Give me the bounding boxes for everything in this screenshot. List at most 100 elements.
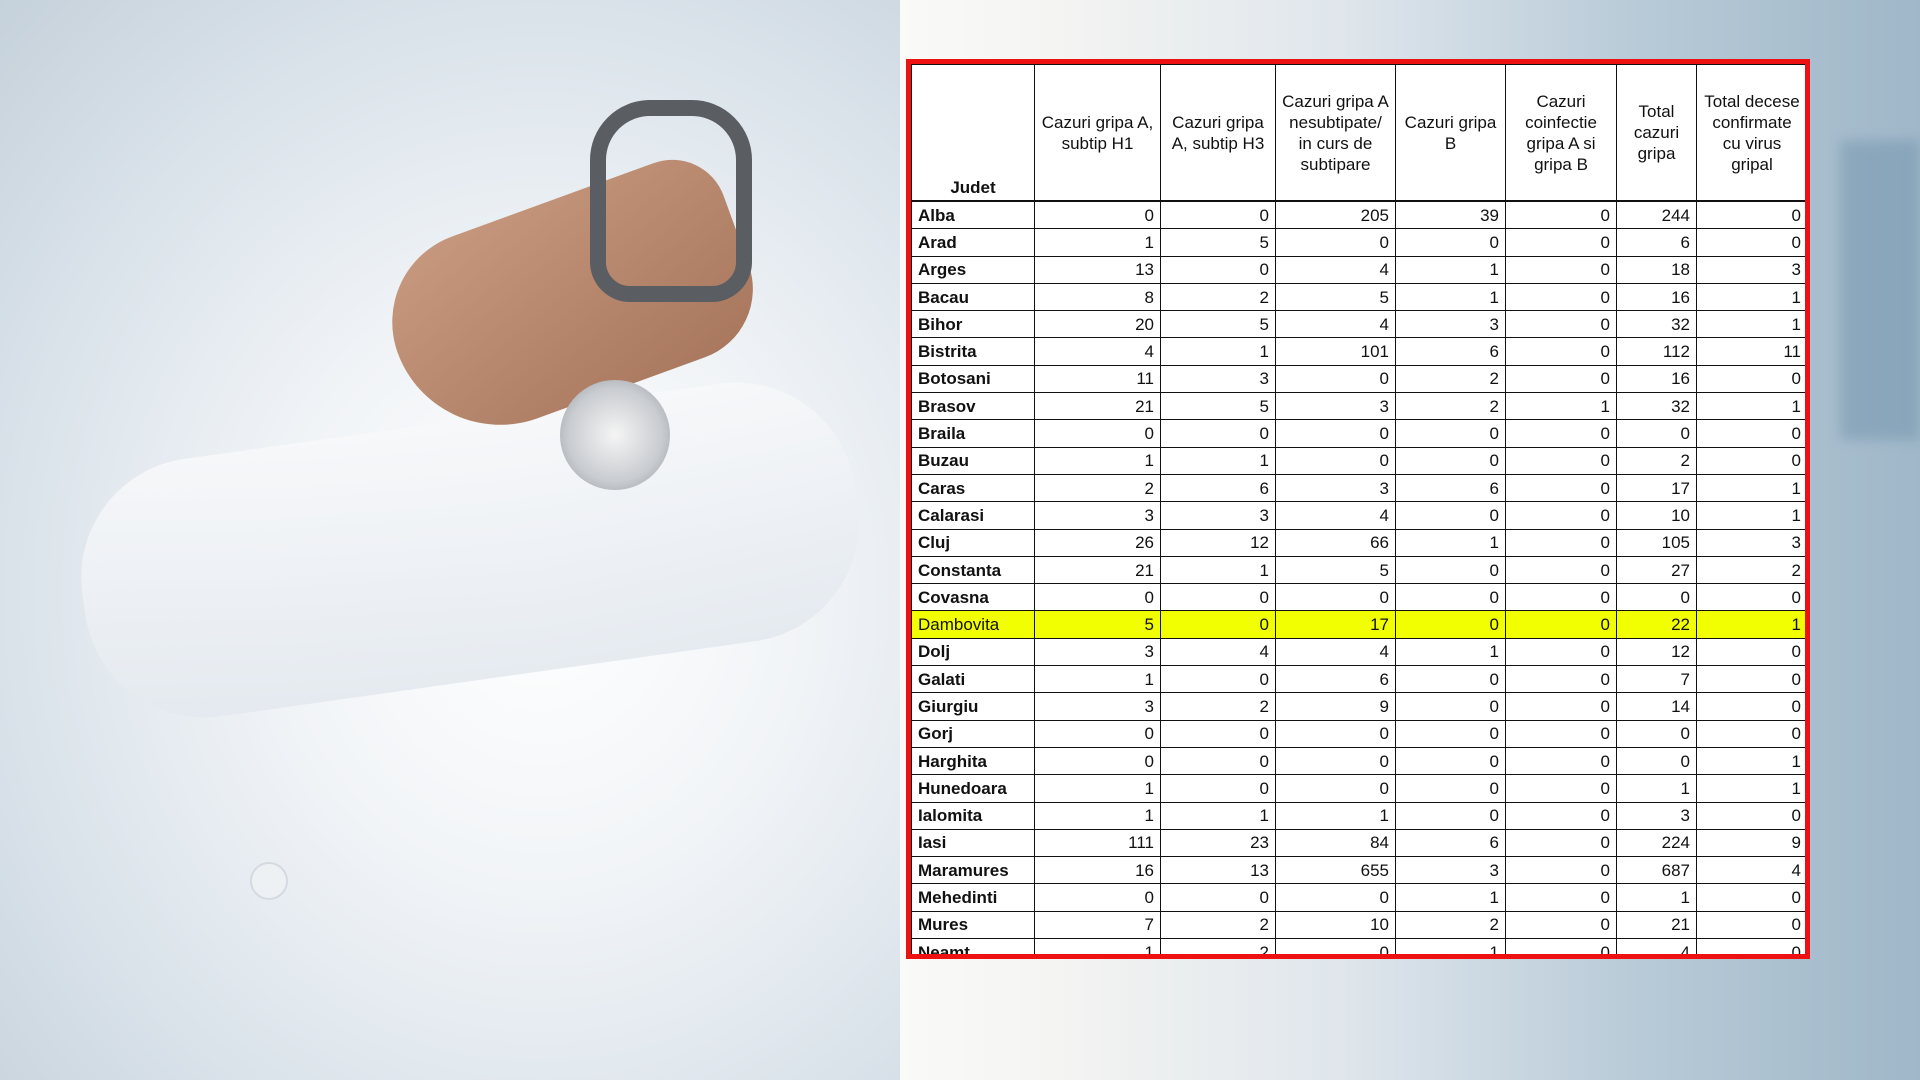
value-cell: 2 (1160, 910, 1276, 940)
value-cell: 1 (1395, 938, 1506, 954)
table-row: Botosani 11 3 0 2 0 16 0 (911, 364, 1805, 394)
value-cell: 0 (1696, 910, 1805, 940)
value-cell: 1 (1696, 501, 1805, 530)
county-name-cell: Bacau (911, 282, 1035, 312)
value-cell: 0 (1696, 419, 1805, 448)
county-name-cell: Gorj (911, 719, 1035, 748)
value-cell: 0 (1616, 719, 1697, 748)
county-name-cell: Bistrita (911, 337, 1035, 366)
value-cell: 0 (1505, 473, 1617, 503)
table-row: Bistrita 4 1 101 6 0 112 11 (911, 337, 1805, 366)
value-cell: 1 (1696, 282, 1805, 312)
value-cell: 0 (1505, 774, 1617, 803)
value-cell: 0 (1034, 719, 1161, 748)
value-cell: 0 (1696, 801, 1805, 830)
county-name-cell: Maramures (911, 856, 1035, 885)
table-row: Giurgiu 3 2 9 0 0 14 0 (911, 692, 1805, 721)
value-cell: 6 (1616, 228, 1697, 257)
value-cell: 12 (1160, 528, 1276, 557)
value-cell: 0 (1505, 501, 1617, 530)
value-cell: 3 (1696, 255, 1805, 284)
value-cell: 26 (1034, 528, 1161, 557)
stethoscope-icon (590, 100, 752, 302)
value-cell: 1 (1160, 801, 1276, 830)
value-cell: 0 (1696, 719, 1805, 748)
county-name-cell: Giurgiu (911, 692, 1035, 721)
county-name-cell: Mures (911, 910, 1035, 940)
value-cell: 1 (1696, 774, 1805, 803)
value-cell: 0 (1034, 200, 1161, 230)
county-name-cell: Neamt (911, 938, 1035, 954)
value-cell: 1 (1034, 774, 1161, 803)
value-cell: 0 (1395, 610, 1506, 639)
value-cell: 7 (1034, 910, 1161, 940)
value-cell: 39 (1395, 200, 1506, 230)
value-cell: 0 (1395, 719, 1506, 748)
value-cell: 32 (1616, 392, 1697, 421)
table-row: Brasov 21 5 3 2 1 32 1 (911, 392, 1805, 421)
value-cell: 3 (1395, 310, 1506, 339)
value-cell: 16 (1616, 282, 1697, 312)
value-cell: 1 (1395, 282, 1506, 312)
county-name-cell: Constanta (911, 555, 1035, 585)
value-cell: 1 (1616, 774, 1697, 803)
value-cell: 0 (1505, 255, 1617, 284)
column-header: Cazuri gripa A, subtip H1 (1034, 64, 1161, 202)
table-row: Alba 0 0 205 39 0 244 0 (911, 200, 1805, 230)
value-cell: 0 (1505, 746, 1617, 776)
value-cell: 112 (1616, 337, 1697, 366)
value-cell: 4 (1275, 501, 1396, 530)
table-row: Caras 2 6 3 6 0 17 1 (911, 473, 1805, 503)
value-cell: 0 (1505, 801, 1617, 830)
value-cell: 16 (1616, 364, 1697, 394)
value-cell: 4 (1160, 637, 1276, 667)
value-cell: 8 (1034, 282, 1161, 312)
table-row: Calarasi 3 3 4 0 0 10 1 (911, 501, 1805, 530)
county-name-cell: Dolj (911, 637, 1035, 667)
value-cell: 12 (1616, 637, 1697, 667)
table-row: Galati 1 0 6 0 0 7 0 (911, 665, 1805, 694)
value-cell: 101 (1275, 337, 1396, 366)
table-row: Mures 7 2 10 2 0 21 0 (911, 910, 1805, 940)
value-cell: 0 (1034, 583, 1161, 612)
value-cell: 4 (1275, 255, 1396, 284)
value-cell: 1 (1696, 746, 1805, 776)
value-cell: 0 (1034, 419, 1161, 448)
county-name-cell: Dambovita (911, 610, 1035, 639)
table-header-row: Judet Cazuri gripa A, subtip H1 Cazuri gri… (911, 64, 1805, 202)
value-cell: 0 (1395, 228, 1506, 257)
value-cell: 0 (1696, 228, 1805, 257)
value-cell: 0 (1395, 746, 1506, 776)
value-cell: 9 (1275, 692, 1396, 721)
value-cell: 0 (1616, 746, 1697, 776)
value-cell: 205 (1275, 200, 1396, 230)
value-cell: 0 (1395, 419, 1506, 448)
county-name-cell: Botosani (911, 364, 1035, 394)
value-cell: 0 (1275, 719, 1396, 748)
value-cell: 0 (1160, 583, 1276, 612)
value-cell: 1 (1034, 938, 1161, 954)
value-cell: 11 (1696, 337, 1805, 366)
county-name-cell: Calarasi (911, 501, 1035, 530)
column-header: Total decese confirmate cu virus gripal (1696, 64, 1805, 202)
table-row: Harghita 0 0 0 0 0 0 1 (911, 746, 1805, 776)
value-cell: 1 (1160, 446, 1276, 475)
value-cell: 0 (1616, 419, 1697, 448)
value-cell: 1 (1034, 228, 1161, 257)
value-cell: 3 (1160, 501, 1276, 530)
county-name-cell: Galati (911, 665, 1035, 694)
table-row: Mehedinti 0 0 0 1 0 1 0 (911, 883, 1805, 912)
value-cell: 1 (1160, 555, 1276, 585)
value-cell: 0 (1275, 446, 1396, 475)
value-cell: 3 (1275, 392, 1396, 421)
county-name-cell: Bihor (911, 310, 1035, 339)
value-cell: 5 (1160, 392, 1276, 421)
value-cell: 0 (1505, 828, 1617, 858)
table-row: Bihor 20 5 4 3 0 32 1 (911, 310, 1805, 339)
value-cell: 3 (1034, 692, 1161, 721)
flu-cases-table: Judet Cazuri gripa A, subtip H1 Cazuri gri… (911, 64, 1805, 954)
table-row: Ialomita 1 1 1 0 0 3 0 (911, 801, 1805, 830)
value-cell: 0 (1505, 910, 1617, 940)
background-window (1840, 140, 1920, 440)
value-cell: 13 (1160, 856, 1276, 885)
